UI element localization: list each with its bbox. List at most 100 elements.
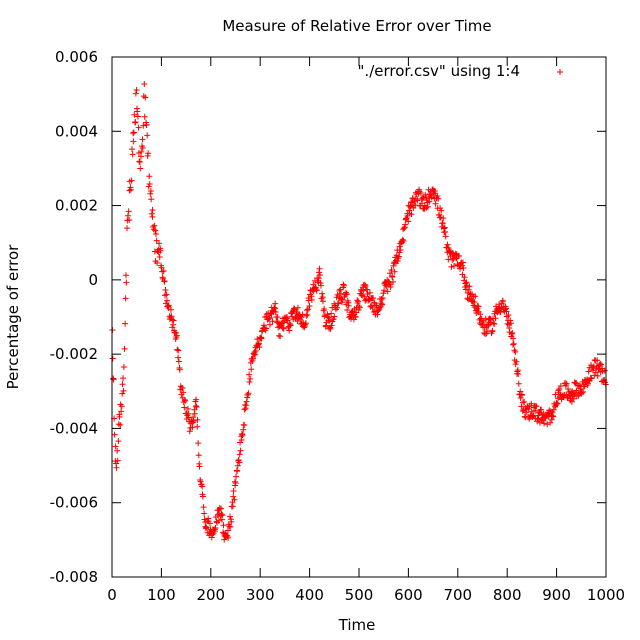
data-point [317, 271, 324, 278]
data-point [598, 361, 605, 368]
data-point [370, 295, 377, 302]
data-point [148, 196, 155, 203]
data-point [578, 389, 585, 396]
data-point [391, 268, 398, 275]
data-point [344, 307, 351, 314]
data-point [141, 81, 148, 88]
plot-frame [111, 56, 607, 578]
data-point [601, 367, 608, 374]
data-point [337, 290, 344, 297]
data-point [114, 457, 121, 464]
data-point [239, 431, 246, 438]
data-point [499, 298, 506, 305]
data-point [220, 522, 227, 529]
data-point [241, 422, 248, 429]
data-point [164, 297, 171, 304]
data-point [227, 513, 234, 520]
data-point [156, 240, 163, 247]
x-tick-label: 100 [147, 586, 176, 604]
data-point [212, 524, 219, 531]
x-tick-label: 200 [196, 586, 225, 604]
data-point [519, 392, 526, 399]
data-point [243, 398, 250, 405]
data-point [412, 202, 419, 209]
data-point [272, 308, 279, 315]
data-point [515, 371, 522, 378]
data-point [110, 376, 117, 383]
data-point [124, 212, 131, 219]
data-point [246, 378, 253, 385]
data-point [240, 426, 247, 433]
data-point [321, 306, 328, 313]
data-point [255, 341, 262, 348]
data-point [461, 274, 468, 281]
data-point [515, 380, 522, 387]
data-point [356, 303, 363, 310]
data-point [384, 288, 391, 295]
data-point [563, 380, 570, 387]
data-point [380, 290, 387, 297]
data-point [304, 311, 311, 318]
data-point [163, 291, 170, 298]
data-point [557, 383, 564, 390]
data-point [154, 260, 161, 267]
data-point [505, 312, 512, 319]
data-point [194, 416, 201, 423]
data-point [580, 388, 587, 395]
data-point [482, 331, 489, 338]
data-point [215, 517, 222, 524]
data-point [514, 368, 521, 375]
data-point [509, 330, 516, 337]
data-point [437, 214, 444, 221]
data-point [206, 520, 213, 527]
data-point [173, 334, 180, 341]
data-point [434, 193, 441, 200]
data-point [123, 279, 130, 286]
data-point [335, 300, 342, 307]
data-point [573, 379, 580, 386]
data-point [114, 447, 121, 454]
data-point [563, 391, 570, 398]
data-point [449, 256, 456, 263]
y-tick-labels: -0.008 -0.006 -0.004 -0.002 0 0.002 0.004 0.006 [50, 48, 98, 586]
data-point [440, 215, 447, 222]
data-point [550, 406, 557, 413]
data-point [252, 347, 259, 354]
y-tick-label: -0.006 [50, 494, 98, 512]
data-point [118, 403, 125, 410]
data-point [129, 151, 136, 158]
data-point [387, 283, 394, 290]
data-point [422, 193, 429, 200]
data-point [588, 375, 595, 382]
legend: "./error.csv" using 1:4 [358, 62, 563, 80]
data-point [119, 390, 126, 397]
data-point [301, 324, 308, 331]
x-tick-label: 800 [493, 586, 522, 604]
data-point [451, 262, 458, 269]
data-point [465, 286, 472, 293]
data-point [534, 415, 541, 422]
data-point [417, 189, 424, 196]
data-point [145, 150, 152, 157]
data-point [435, 195, 442, 202]
data-point [272, 300, 279, 307]
data-point [400, 237, 407, 244]
data-point [562, 382, 569, 389]
data-point [201, 510, 208, 517]
data-point [399, 236, 406, 243]
data-point [211, 526, 218, 533]
data-point [142, 94, 149, 101]
data-point [394, 258, 401, 265]
data-point [260, 322, 267, 329]
data-point [585, 368, 592, 375]
data-point [221, 536, 228, 543]
data-point [448, 263, 455, 270]
data-point [507, 320, 514, 327]
data-point [140, 122, 147, 129]
data-point [122, 295, 129, 302]
data-point [152, 231, 159, 238]
data-point [366, 289, 373, 296]
data-point [287, 322, 294, 329]
data-point [405, 218, 412, 225]
